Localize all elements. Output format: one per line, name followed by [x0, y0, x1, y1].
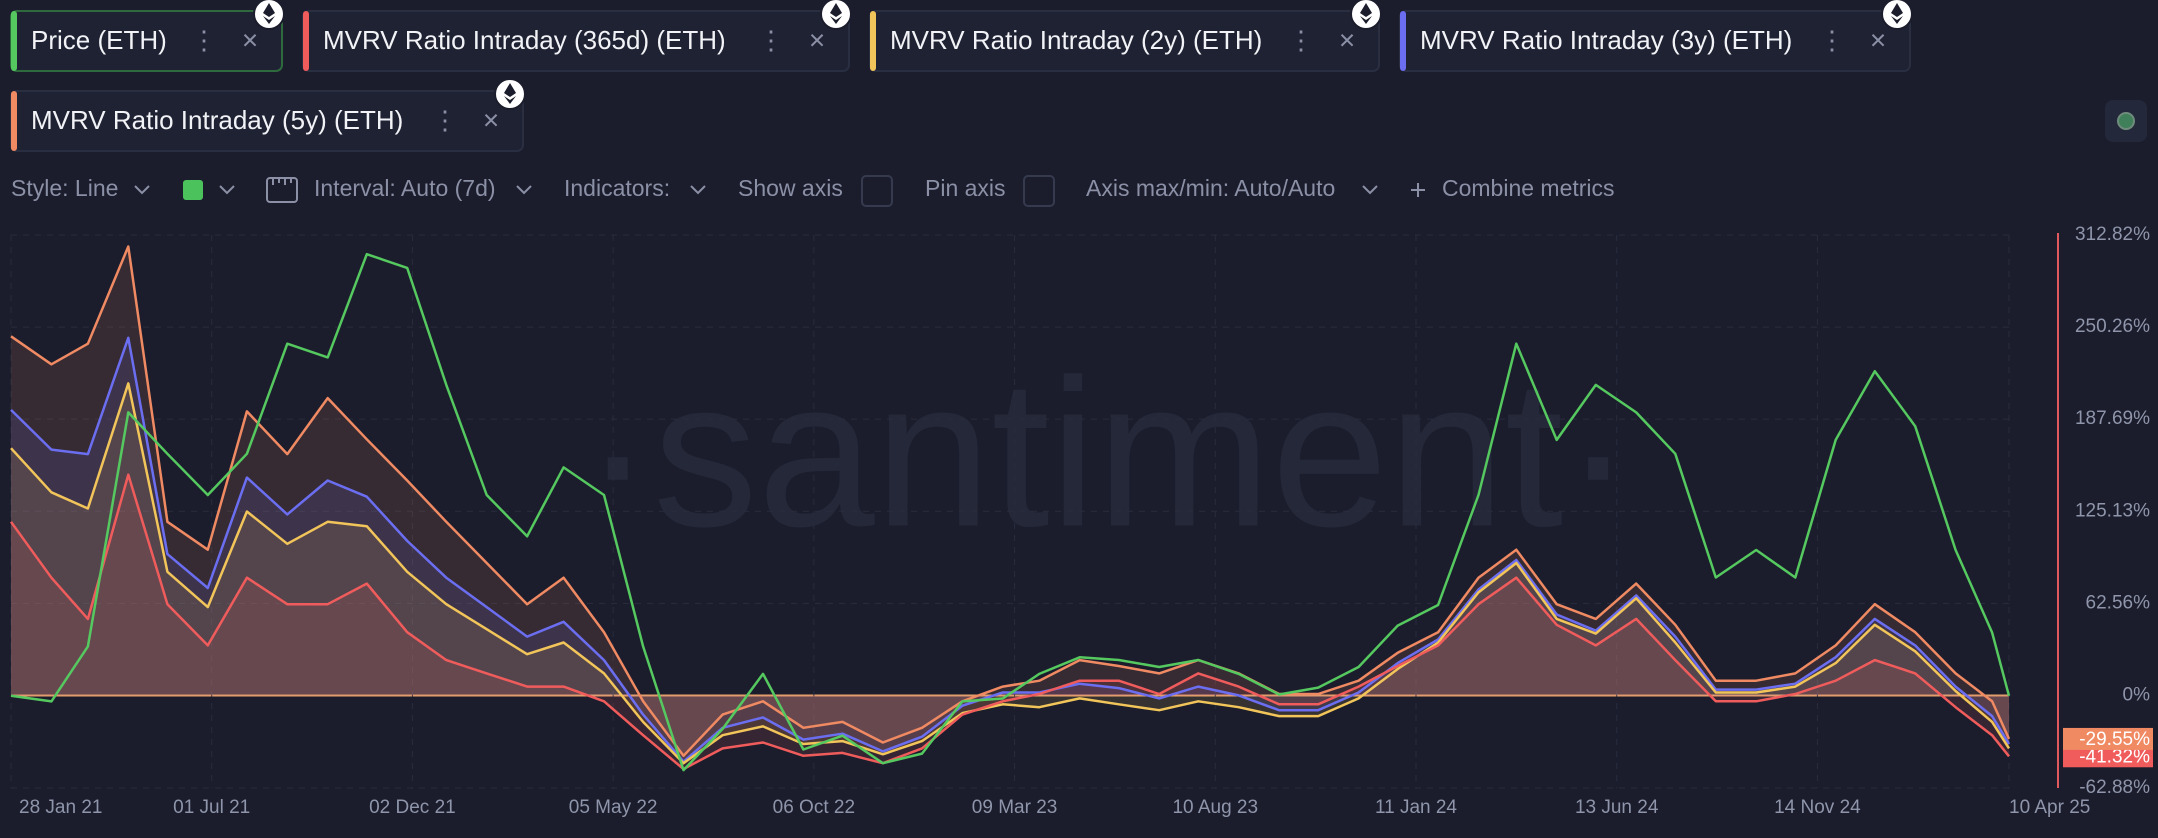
- chevron: [516, 185, 532, 195]
- tab-menu[interactable]: ⋮: [1819, 25, 1845, 55]
- value-label: -29.55%: [2079, 729, 2150, 750]
- value-label: -41.32%: [2079, 746, 2150, 767]
- x-tick-label: 10 Aug 23: [1172, 797, 1258, 818]
- series-line: [10, 336, 2011, 763]
- tab-label: MVRV Ratio Intraday (3y) (ETH): [1420, 25, 1792, 55]
- tab-color-bar: [870, 11, 876, 71]
- interval-select[interactable]: Interval: Auto (7d): [314, 175, 496, 201]
- y-tick-label: 0%: [2123, 684, 2151, 705]
- x-tick-label: 01 Jul 21: [173, 797, 250, 818]
- chart: 312.82% 250.26% 187.69% 125.13% 62.56% 0% -62.…: [9, 224, 2153, 818]
- eth-glyph: [1360, 3, 1372, 24]
- eth-glyph: [830, 3, 842, 24]
- metric-tab[interactable]: MVRV Ratio Intraday (3y) (ETH) ⋮ ×: [1399, 0, 1913, 72]
- y-tick-label: -62.88%: [2079, 777, 2150, 798]
- x-tick-label: 14 Nov 24: [1774, 797, 1861, 818]
- x-tick-label: 02 Dec 21: [369, 797, 456, 818]
- metric-tab[interactable]: MVRV Ratio Intraday (5y) (ETH) ⋮ ×: [10, 78, 526, 152]
- y-tick-label: 250.26%: [2075, 316, 2150, 337]
- interval-icon-ticks: [272, 178, 292, 185]
- tab-label: MVRV Ratio Intraday (365d) (ETH): [323, 25, 726, 55]
- metric-tab[interactable]: MVRV Ratio Intraday (2y) (ETH) ⋮ ×: [869, 0, 1382, 72]
- chevron: [134, 185, 150, 195]
- chevron: [690, 185, 706, 195]
- eth-glyph: [1891, 3, 1903, 24]
- tab-close[interactable]: ×: [809, 24, 825, 55]
- x-tick-label: 10 Apr 25: [2009, 797, 2090, 818]
- axis-range-select[interactable]: Axis max/min: Auto/Auto: [1086, 175, 1335, 201]
- tab-color-bar: [1400, 11, 1406, 71]
- y-tick-label: 187.69%: [2075, 408, 2150, 429]
- indicators-select[interactable]: Indicators:: [564, 175, 670, 201]
- tab-close[interactable]: ×: [1870, 24, 1886, 55]
- x-tick-label: 05 May 22: [569, 797, 658, 818]
- show-axis-checkbox[interactable]: [861, 175, 893, 207]
- chevron: [219, 185, 235, 195]
- style-select[interactable]: Style: Line: [11, 175, 118, 201]
- tab-label: Price (ETH): [31, 25, 167, 55]
- area-fill: [11, 337, 2009, 762]
- eth-glyph: [504, 83, 516, 104]
- color-swatch[interactable]: [183, 180, 203, 200]
- x-tick-label: 06 Oct 22: [773, 797, 855, 818]
- plus-icon: [1411, 183, 1425, 197]
- status-dot: [2117, 112, 2135, 130]
- tab-color-bar: [11, 11, 17, 71]
- y-tick-label: 312.82%: [2075, 224, 2150, 245]
- y-tick-label: 62.56%: [2086, 592, 2151, 613]
- tab-color-bar: [303, 11, 309, 71]
- metric-tab[interactable]: MVRV Ratio Intraday (365d) (ETH) ⋮ ×: [302, 0, 852, 72]
- metric-tab[interactable]: Price (ETH) ⋮ ×: [10, 0, 285, 72]
- tab-label: MVRV Ratio Intraday (5y) (ETH): [31, 105, 403, 135]
- series-line: [10, 245, 2011, 758]
- x-tick-label: 09 Mar 23: [972, 797, 1058, 818]
- tab-close[interactable]: ×: [242, 24, 258, 55]
- watermark: ·santiment·: [583, 335, 1633, 570]
- metric-tabs: Price (ETH) ⋮ × MVRV Ratio Intraday (365d) …: [10, 0, 1913, 152]
- tab-close[interactable]: ×: [483, 104, 499, 135]
- series-line: [10, 382, 2011, 765]
- show-axis-label: Show axis: [738, 175, 843, 201]
- tab-menu[interactable]: ⋮: [191, 25, 217, 55]
- series-line: [9, 473, 2010, 771]
- tab-menu[interactable]: ⋮: [758, 25, 784, 55]
- x-tick-label: 13 Jun 24: [1575, 797, 1659, 818]
- tab-color-bar: [11, 91, 17, 151]
- value-badge: [2063, 727, 2153, 750]
- tab-label: MVRV Ratio Intraday (2y) (ETH): [890, 25, 1262, 55]
- tab-close[interactable]: ×: [1339, 24, 1355, 55]
- pin-axis-label: Pin axis: [925, 175, 1006, 201]
- x-tick-label: 11 Jan 24: [1375, 797, 1457, 818]
- value-badge: [2063, 745, 2153, 768]
- toolbar: Style: Line Interval: Auto (7d) Indicato…: [11, 175, 1615, 207]
- y-tick-label: 125.13%: [2075, 500, 2150, 521]
- x-tick-label: 28 Jan 21: [19, 797, 102, 818]
- area-fill: [11, 383, 2009, 764]
- tab-menu[interactable]: ⋮: [432, 105, 458, 135]
- series-line: [10, 252, 2011, 772]
- interval-icon: [266, 177, 298, 203]
- area-fill: [11, 246, 2009, 756]
- eth-glyph: [263, 3, 275, 24]
- area-fill: [11, 474, 2009, 769]
- tab-menu[interactable]: ⋮: [1288, 25, 1314, 55]
- pin-axis-checkbox[interactable]: [1023, 175, 1055, 207]
- chevron: [1362, 185, 1378, 195]
- combine-metrics-button[interactable]: Combine metrics: [1442, 175, 1615, 201]
